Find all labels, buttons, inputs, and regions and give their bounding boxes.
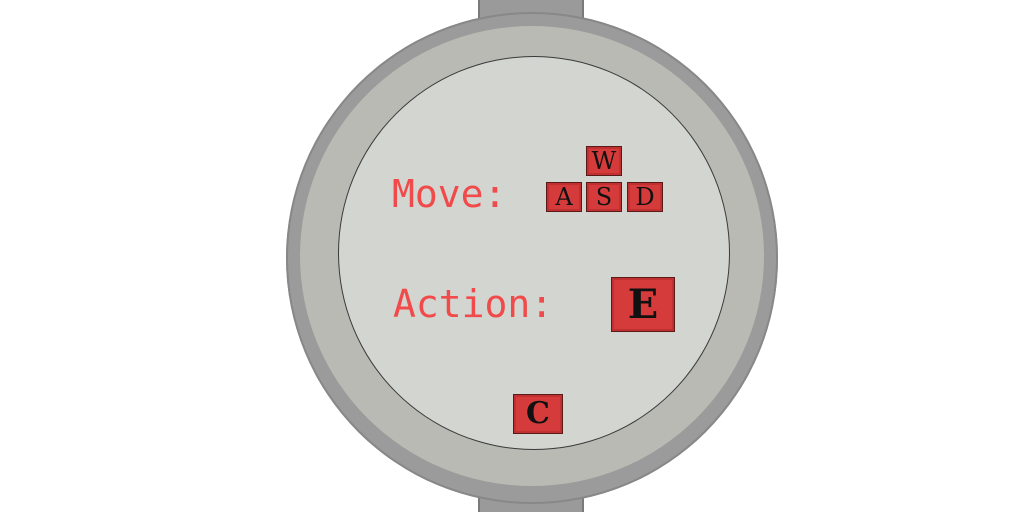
key-c[interactable]: C bbox=[513, 394, 563, 434]
key-w: W bbox=[586, 146, 622, 176]
move-label: Move: bbox=[392, 172, 507, 216]
key-d: D bbox=[627, 182, 663, 212]
action-label: Action: bbox=[393, 282, 554, 326]
key-a: A bbox=[546, 182, 582, 212]
key-s: S bbox=[586, 182, 622, 212]
dial-face bbox=[338, 56, 730, 450]
key-e: E bbox=[611, 277, 675, 332]
